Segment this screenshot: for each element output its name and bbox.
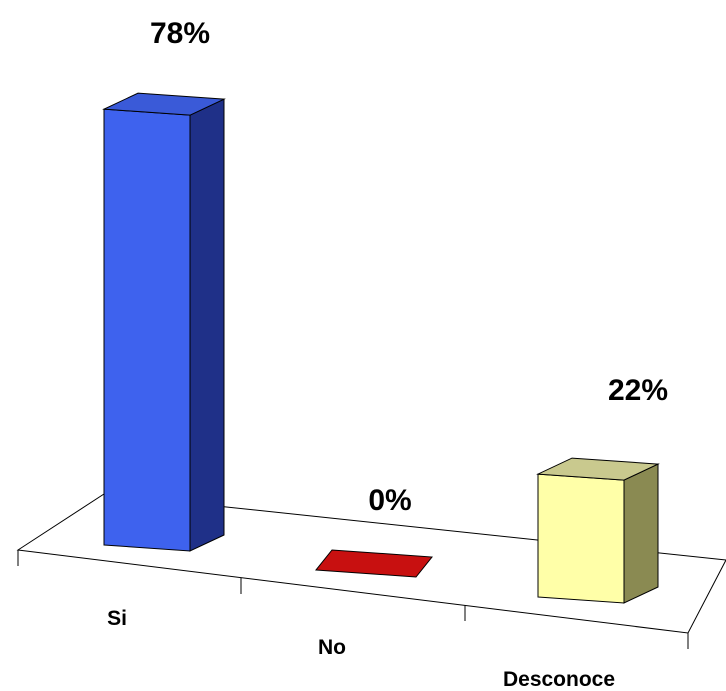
bar-si-side <box>189 98 225 552</box>
data-label-no: 0% <box>368 484 411 517</box>
labels: 78% 0% 22% Si No Desconoce <box>107 17 668 691</box>
x-tick-label-si: Si <box>107 607 127 630</box>
bar-no-top <box>315 549 433 578</box>
x-tick-label-no: No <box>318 636 346 659</box>
bar-si-front <box>103 108 191 552</box>
bar-desconoce-top <box>536 457 660 481</box>
bars <box>102 92 660 604</box>
bar-si <box>102 92 226 552</box>
x-tick-label-desconoce: Desconoce <box>503 668 615 691</box>
bar-desconoce <box>536 457 660 604</box>
bar-si-top <box>102 92 226 116</box>
bar-no <box>315 549 433 578</box>
data-label-desconoce: 22% <box>608 374 668 407</box>
data-label-si: 78% <box>150 17 210 50</box>
bar-desconoce-side <box>623 463 659 604</box>
bar-desconoce-front <box>537 473 625 604</box>
